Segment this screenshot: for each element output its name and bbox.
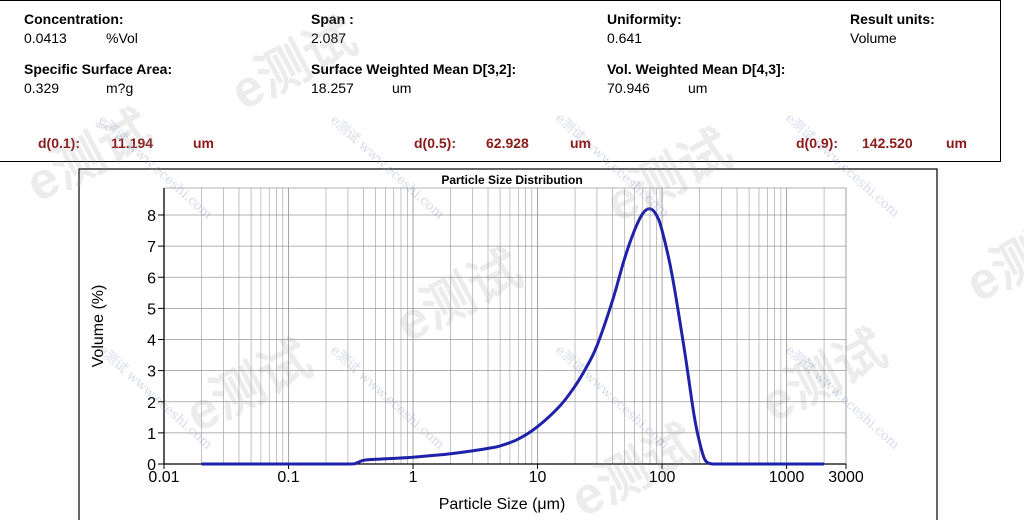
vol-weighted-mean-unit: um bbox=[688, 80, 708, 96]
surface-weighted-mean-value: 18.257 bbox=[311, 80, 354, 96]
d09-unit: um bbox=[946, 135, 967, 151]
d09-label: d(0.9): bbox=[796, 135, 838, 151]
d01-unit: um bbox=[193, 135, 214, 151]
x-tick-label: 1 bbox=[409, 469, 418, 486]
specific-surface-area-unit: m?g bbox=[106, 80, 134, 96]
y-tick-label: 8 bbox=[147, 208, 156, 225]
chart-frame bbox=[78, 168, 938, 520]
y-axis-label: Volume (%) bbox=[90, 285, 107, 368]
y-tick-label: 6 bbox=[147, 270, 156, 287]
result-units-value: Volume bbox=[850, 30, 897, 46]
d01-label: d(0.1): bbox=[38, 135, 80, 151]
x-tick-label: 3000 bbox=[828, 469, 864, 486]
surface-weighted-mean-unit: um bbox=[392, 80, 412, 96]
d09-value: 142.520 bbox=[862, 135, 913, 151]
d01-value: 11.194 bbox=[111, 135, 154, 151]
surface-weighted-mean-label: Surface Weighted Mean D[3,2]: bbox=[311, 61, 517, 77]
vol-weighted-mean-value: 70.946 bbox=[607, 80, 650, 96]
uniformity-value: 0.641 bbox=[607, 30, 643, 46]
specific-surface-area-value: 0.329 bbox=[24, 80, 60, 96]
specific-surface-area-label: Specific Surface Area: bbox=[24, 61, 173, 77]
y-tick-label: 5 bbox=[147, 301, 156, 318]
y-tick-label: 1 bbox=[147, 426, 156, 443]
d05-unit: um bbox=[570, 135, 591, 151]
y-tick-label: 4 bbox=[147, 333, 156, 350]
chart-title: Particle Size Distribution bbox=[441, 173, 582, 187]
uniformity-label: Uniformity: bbox=[607, 11, 682, 27]
x-tick-label: 0.01 bbox=[148, 469, 179, 486]
result-units-label: Result units: bbox=[850, 11, 935, 27]
concentration-unit: %Vol bbox=[106, 30, 138, 46]
x-tick-label: 100 bbox=[649, 469, 676, 486]
right-rule bbox=[1000, 0, 1001, 162]
concentration-value: 0.0413 bbox=[24, 30, 67, 46]
axis-layer: 0 1 2 3 4 5 6 7 8 0.01 0.1 1 10 100 1000 3000 bbox=[147, 188, 864, 486]
y-tick-label: 0 bbox=[147, 457, 156, 474]
y-tick-label: 3 bbox=[147, 364, 156, 381]
header-bottom-rule bbox=[0, 161, 1001, 162]
span-value: 2.087 bbox=[311, 30, 347, 46]
d05-label: d(0.5): bbox=[414, 135, 456, 151]
x-tick-label: 1000 bbox=[769, 469, 805, 486]
vol-weighted-mean-label: Vol. Weighted Mean D[4,3]: bbox=[607, 61, 786, 77]
top-rule bbox=[0, 0, 1000, 1]
x-axis-label: Particle Size (μm) bbox=[439, 496, 566, 513]
x-tick-label: 0.1 bbox=[277, 469, 299, 486]
y-tick-label: 2 bbox=[147, 395, 156, 412]
particle-size-chart: Particle Size Distribution 0 1 2 3 4 5 6 7 8 0.01… bbox=[78, 168, 938, 520]
series-line bbox=[201, 207, 825, 466]
d05-value: 62.928 bbox=[486, 135, 529, 151]
concentration-label: Concentration: bbox=[24, 11, 124, 27]
x-tick-label: 10 bbox=[529, 469, 547, 486]
y-tick-label: 7 bbox=[147, 239, 156, 256]
span-label: Span : bbox=[311, 11, 354, 27]
